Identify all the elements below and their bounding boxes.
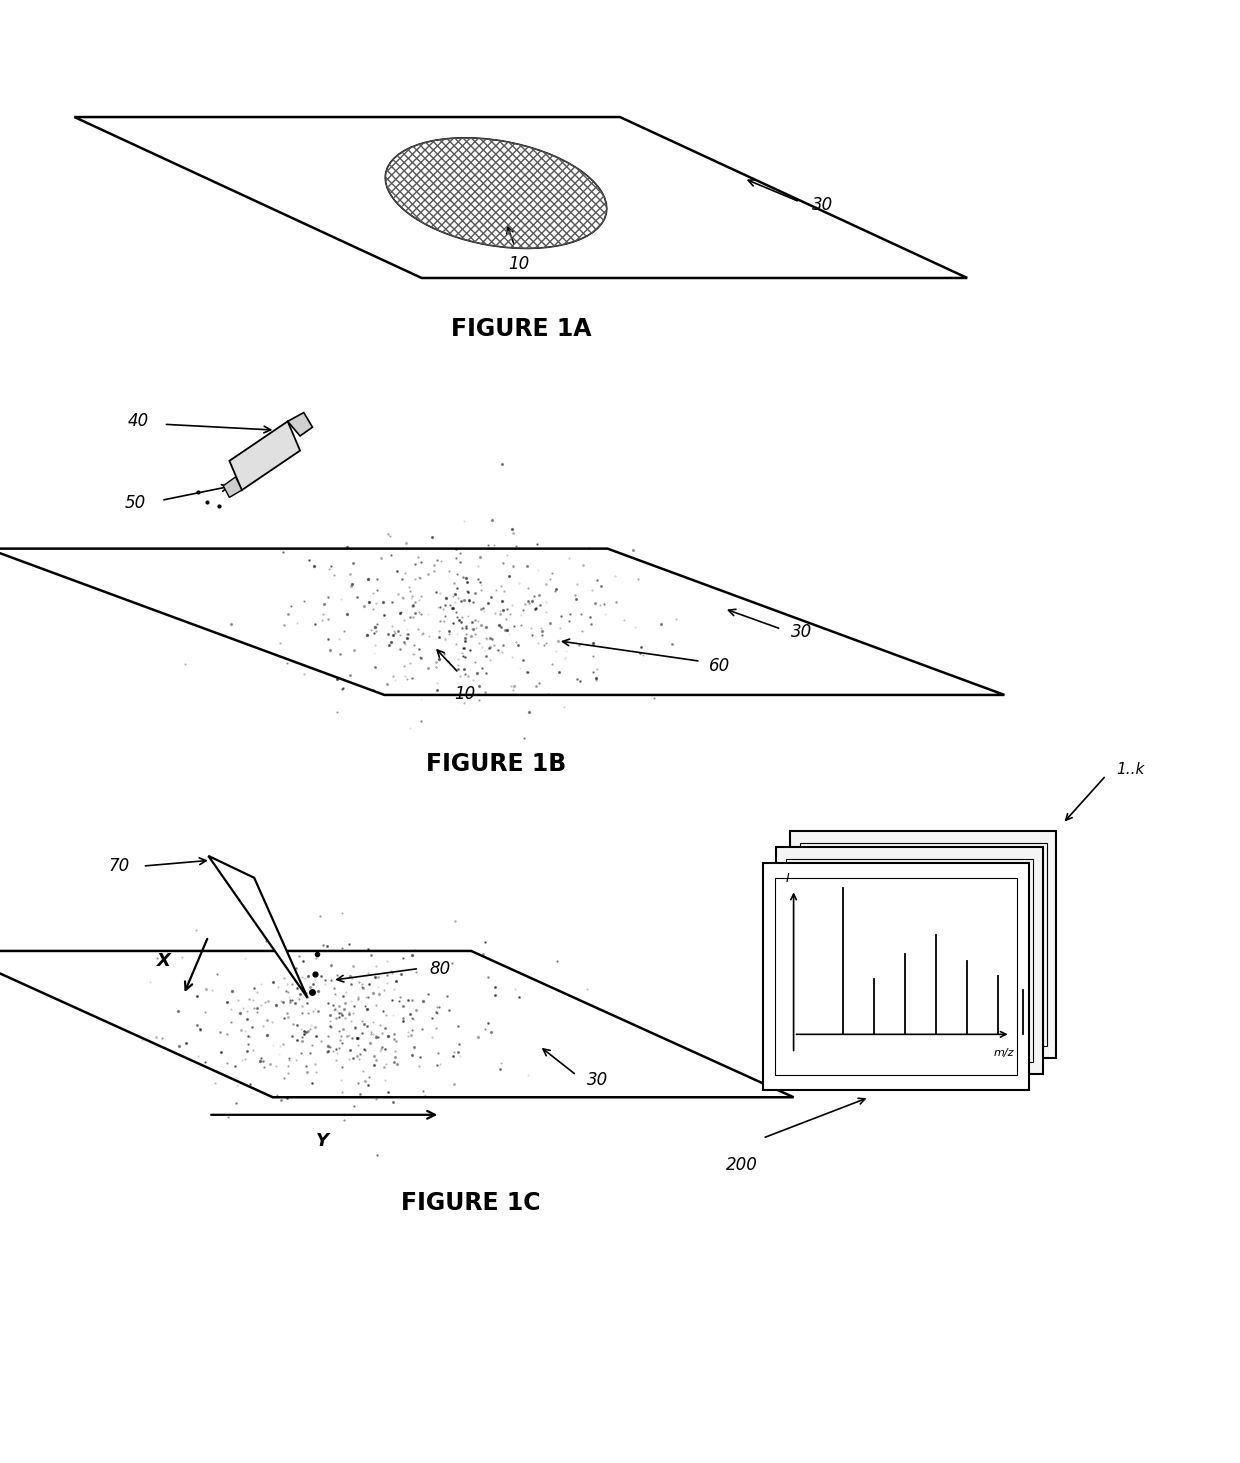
FancyBboxPatch shape (790, 831, 1056, 1058)
Polygon shape (288, 413, 312, 436)
Text: FIGURE 1A: FIGURE 1A (450, 317, 591, 341)
Text: 40: 40 (128, 413, 149, 430)
Ellipse shape (386, 138, 606, 249)
Polygon shape (223, 477, 242, 497)
Text: 1..k: 1..k (1116, 762, 1145, 777)
Text: 30: 30 (791, 623, 812, 641)
Polygon shape (208, 856, 308, 998)
Text: 80: 80 (429, 960, 450, 977)
Text: m/z: m/z (993, 1049, 1014, 1058)
Text: 50: 50 (125, 494, 146, 512)
Text: I: I (785, 872, 790, 885)
Text: FIGURE 1B: FIGURE 1B (425, 752, 567, 775)
Text: 30: 30 (812, 196, 833, 214)
Polygon shape (74, 117, 967, 278)
FancyBboxPatch shape (776, 847, 1043, 1074)
Polygon shape (0, 951, 794, 1097)
Polygon shape (229, 421, 300, 490)
Text: FIGURE 1C: FIGURE 1C (402, 1191, 541, 1214)
Text: 10: 10 (454, 685, 476, 702)
Text: 30: 30 (587, 1071, 608, 1088)
Text: X: X (156, 952, 171, 970)
Text: Y: Y (316, 1132, 329, 1150)
FancyBboxPatch shape (763, 863, 1029, 1090)
Text: 70: 70 (109, 857, 130, 875)
Polygon shape (0, 549, 1004, 695)
Text: 200: 200 (725, 1156, 758, 1173)
Text: 60: 60 (709, 657, 730, 674)
Text: 10: 10 (507, 255, 529, 272)
